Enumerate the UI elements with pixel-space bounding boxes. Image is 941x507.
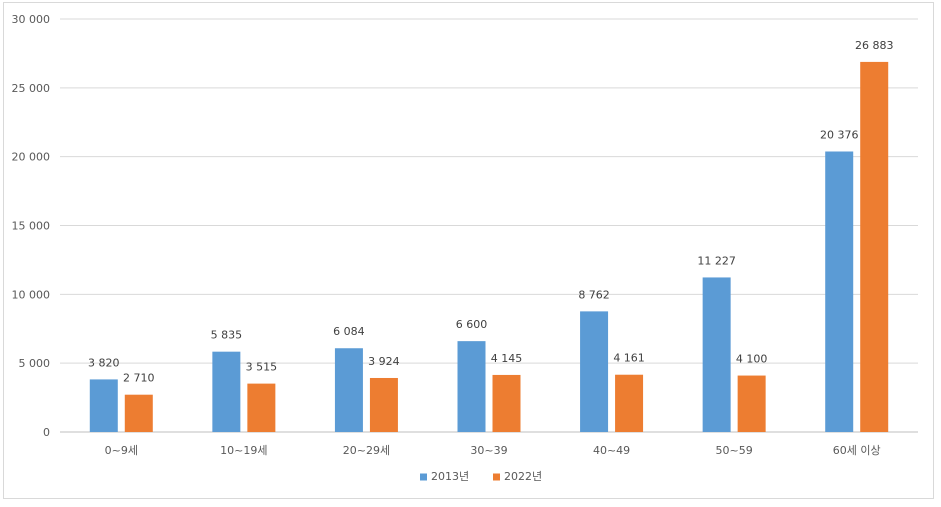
data-label: 2 710	[123, 372, 155, 385]
legend-label: 2022년	[504, 470, 542, 483]
bar-2013년	[212, 351, 241, 432]
bar-2022년	[860, 61, 889, 432]
data-label: 20 376	[820, 128, 859, 141]
x-tick-label: 30~39	[470, 444, 507, 457]
data-label: 26 883	[855, 39, 894, 52]
y-tick-label: 5 000	[19, 357, 51, 370]
legend: 2013년 2022년	[420, 470, 542, 483]
data-label: 5 835	[211, 329, 243, 342]
y-tick-label: 30 000	[12, 13, 51, 26]
bar-2013년	[457, 341, 486, 432]
data-label: 4 100	[736, 353, 768, 366]
bar-2013년	[89, 379, 118, 432]
y-tick-label: 10 000	[12, 288, 51, 301]
bars	[89, 61, 889, 432]
data-label: 6 084	[333, 325, 365, 338]
data-label: 3 820	[88, 356, 120, 369]
bar-2022년	[369, 377, 398, 432]
y-tick-label: 0	[43, 426, 50, 439]
bar-2022년	[615, 374, 644, 432]
data-label: 3 515	[246, 361, 278, 374]
y-tick-label: 25 000	[12, 82, 51, 95]
x-tick-label: 20~29세	[343, 444, 390, 457]
data-label: 3 924	[368, 355, 400, 368]
bar-2013년	[580, 311, 609, 432]
gridlines	[60, 18, 918, 433]
y-axis-ticks: 0 5 000 10 000 15 000 20 000 25 000 30 000	[12, 13, 51, 439]
bar-2022년	[124, 394, 153, 432]
y-tick-label: 20 000	[12, 151, 51, 164]
y-tick-label: 15 000	[12, 220, 51, 233]
x-tick-label: 0~9세	[105, 444, 138, 457]
x-axis-ticks: 0~9세 10~19세 20~29세 30~39 40~49 50~59 60세 이상	[105, 444, 881, 457]
bar-2022년	[737, 375, 766, 432]
bar-2013년	[334, 348, 363, 432]
data-label: 4 161	[613, 352, 645, 365]
legend-swatch-2013년	[420, 473, 427, 481]
legend-swatch-2022년	[493, 473, 500, 481]
bar-2013년	[825, 151, 854, 432]
x-tick-label: 60세 이상	[833, 444, 881, 457]
bar-2022년	[492, 374, 521, 432]
data-label: 4 145	[491, 352, 523, 365]
legend-label: 2013년	[431, 470, 469, 483]
data-label: 11 227	[697, 254, 736, 267]
x-tick-label: 10~19세	[220, 444, 267, 457]
bar-2022년	[247, 383, 276, 432]
x-tick-label: 40~49	[593, 444, 630, 457]
x-tick-label: 50~59	[716, 444, 753, 457]
bar-2013년	[702, 277, 731, 432]
data-label: 8 762	[578, 288, 610, 301]
data-label: 6 600	[456, 318, 488, 331]
